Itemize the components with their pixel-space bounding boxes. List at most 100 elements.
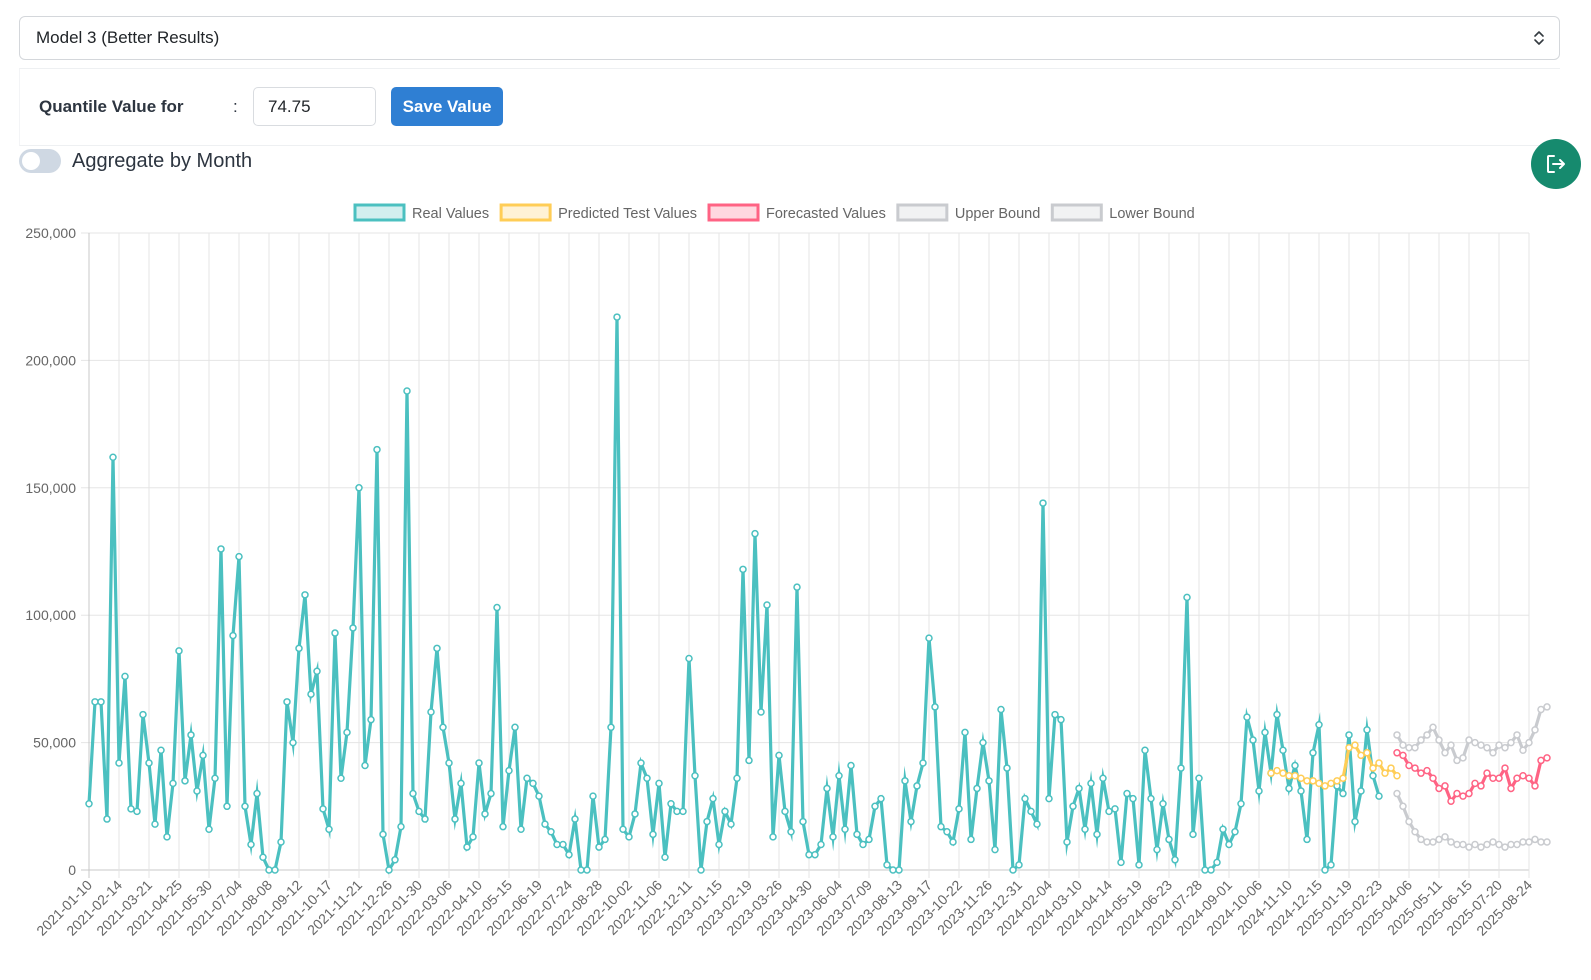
chart-legend: Real Values Predicted Test Values Forecast… [353,203,1195,222]
data-point [1453,789,1461,798]
data-point [751,529,759,538]
data-point [157,746,165,754]
data-point [1423,731,1431,739]
data-point [565,850,573,859]
data-point [121,672,129,681]
data-point [1513,731,1521,739]
data-point [1297,774,1305,783]
data-point [1435,835,1443,844]
data-point [841,825,849,833]
data-point [1405,761,1413,770]
data-point [1099,774,1107,783]
model-select[interactable]: Model 3 (Better Results) [19,16,1560,60]
data-point [313,667,321,676]
y-axis-ticks: 0 50,000 100,000 150,000 200,000 250,000 [25,225,76,878]
data-point [787,828,795,836]
data-point [1423,838,1431,846]
data-point [505,766,513,775]
data-point [139,710,147,719]
data-point [307,690,315,698]
series-real-values [85,313,1383,875]
data-point [1285,784,1293,793]
data-point [1537,756,1545,765]
data-point [937,822,945,831]
data-point [1459,754,1467,762]
series-upper-bound [1393,703,1551,765]
data-point [1513,774,1521,783]
data-point [1201,866,1209,874]
data-point [1327,779,1335,788]
data-point [1273,710,1281,719]
legend-item[interactable]: Forecasted Values [707,203,886,222]
data-point [949,838,957,846]
quantile-input[interactable]: 74.75 [253,87,376,126]
series-line [87,317,1381,875]
data-point [481,810,489,818]
data-point [1429,838,1437,846]
data-point [1525,774,1533,783]
data-point [613,313,621,321]
data-point [847,761,855,770]
data-point [1291,761,1299,770]
legend-item[interactable]: Real Values [353,203,489,222]
data-point [1459,792,1467,800]
data-point [1135,861,1143,869]
legend-swatch [499,203,552,222]
data-point [1117,858,1125,867]
data-point [1219,825,1227,833]
data-point [1291,771,1299,780]
data-point [961,728,969,737]
data-point [1543,754,1551,762]
data-point [1501,843,1509,851]
data-point [1417,769,1425,777]
data-point [409,789,417,798]
logout-button[interactable] [1531,139,1581,189]
data-point [1441,749,1449,757]
aggregate-toggle[interactable] [19,149,61,173]
data-point [199,751,207,760]
data-point [817,840,825,849]
data-point [259,853,267,862]
data-point [283,698,291,706]
data-point [1405,817,1413,826]
data-point [1531,782,1539,790]
data-point [1477,741,1485,749]
data-point [1189,830,1197,839]
toggle-knob [22,152,40,170]
data-point [1225,840,1233,849]
data-point [1417,835,1425,844]
data-point [1021,794,1029,803]
data-point [1387,764,1395,772]
data-point [1537,838,1545,846]
data-point [1465,789,1473,798]
data-point [1453,840,1461,849]
data-point [1249,736,1257,744]
data-point [1027,807,1035,816]
legend-item[interactable]: Lower Bound [1050,203,1195,222]
data-point [823,784,831,793]
data-point [1441,833,1449,841]
legend-item[interactable]: Predicted Test Values [499,203,697,222]
data-point [451,815,459,823]
data-point [211,774,219,783]
legend-swatch [707,203,760,222]
data-point [535,792,543,800]
save-value-button[interactable]: Save Value [391,87,503,126]
data-point [1297,787,1305,795]
data-point [1453,756,1461,765]
data-point [1507,738,1515,747]
data-point [253,789,261,798]
data-point [1543,703,1551,711]
data-point [1285,771,1293,780]
data-point [373,445,381,454]
data-point [1411,764,1419,772]
legend-item[interactable]: Upper Bound [896,203,1040,222]
legend-label: Predicted Test Values [558,206,697,222]
data-point [433,644,441,653]
data-point [1393,789,1401,798]
data-point [859,840,867,849]
data-point [397,822,405,831]
data-point [1363,726,1371,734]
data-point [1333,777,1341,785]
data-point [553,840,561,849]
